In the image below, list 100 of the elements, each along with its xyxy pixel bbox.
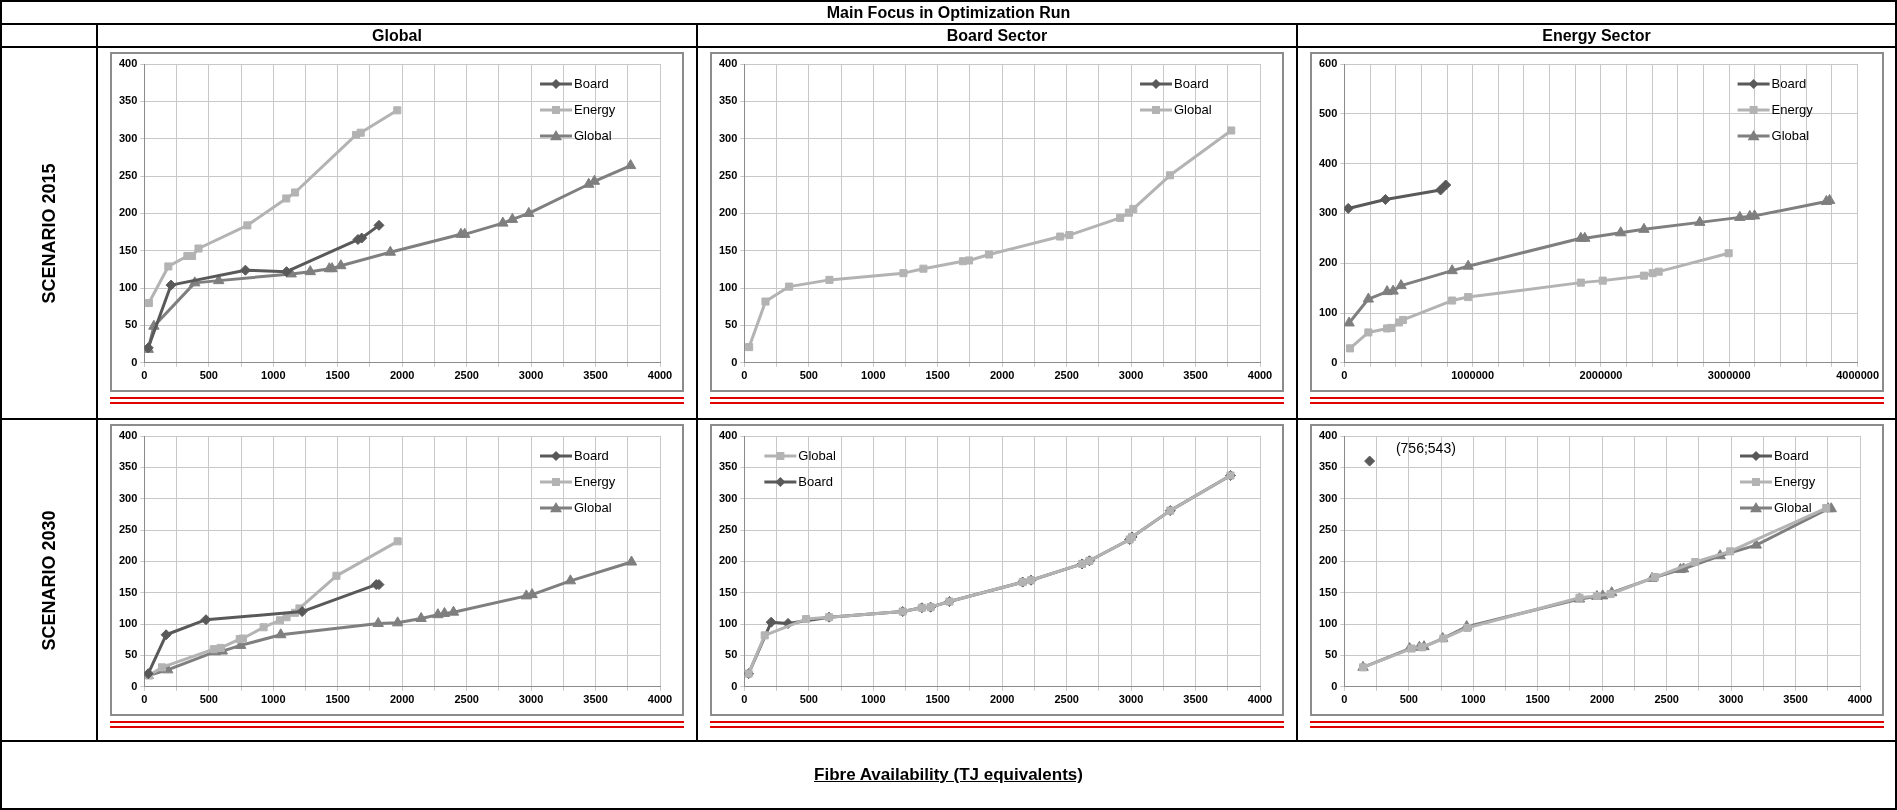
y-axis-title: SCENARIO 2030 <box>38 509 60 651</box>
y-tick-label: 300 <box>1318 206 1337 219</box>
chart-title: Energy Sector <box>1297 24 1896 47</box>
y-tick-label: 300 <box>718 491 738 504</box>
y-tick-label: 0 <box>131 355 138 368</box>
legend-label: Board <box>574 75 609 91</box>
x-tick-label: 0 <box>741 369 748 382</box>
y-tick-label: 350 <box>1318 460 1337 473</box>
x-tick-label: 1500 <box>925 369 950 382</box>
x-tick-label: 500 <box>799 369 818 382</box>
y-tick-label: 50 <box>125 648 138 661</box>
y-tick-label: 150 <box>1318 585 1337 598</box>
legend-label: Board <box>574 447 609 463</box>
x-tick-label: 1500 <box>925 693 950 706</box>
y-tick-label: 400 <box>718 429 738 442</box>
x-tick-label: 1500 <box>325 369 350 382</box>
x-tick-label: 3000 <box>518 693 544 706</box>
x-tick-label: 3000000 <box>1707 369 1751 382</box>
legend-label: Global <box>1174 101 1212 117</box>
x-tick-label: 500 <box>799 693 818 706</box>
x-tick-label: 3500 <box>583 369 608 382</box>
y-tick-label: 150 <box>118 243 138 256</box>
x-tick-label: 4000 <box>1247 693 1273 706</box>
x-tick-label: 1500 <box>325 693 350 706</box>
y-tick-label: 0 <box>731 679 738 692</box>
legend-label: Global <box>574 127 612 143</box>
x-tick-label: 0 <box>141 693 148 706</box>
legend-label: Board <box>1773 447 1809 463</box>
x-tick-label: 0 <box>1340 693 1347 706</box>
x-tick-label: 1000 <box>1460 693 1486 706</box>
y-axis-title: SCENARIO 2015 <box>38 162 60 304</box>
y-tick-label: 150 <box>718 585 738 598</box>
legend-label: Global <box>574 499 612 515</box>
y-tick-label: 200 <box>1318 256 1337 269</box>
y-tick-label: 250 <box>118 169 138 182</box>
y-tick-label: 350 <box>718 460 738 473</box>
y-tick-label: 400 <box>1318 429 1337 442</box>
x-tick-label: 3500 <box>1183 369 1208 382</box>
y-tick-label: 0 <box>131 679 138 692</box>
y-tick-label: 400 <box>1318 156 1337 169</box>
annotation: (756;543) <box>1395 439 1456 456</box>
y-tick-label: 50 <box>725 318 738 331</box>
legend-label: Energy <box>574 101 616 117</box>
text: Main Focus in Optimization Run <box>1 1 1896 24</box>
x-tick-label: 3500 <box>583 693 608 706</box>
x-tick-label: 2500 <box>454 693 479 706</box>
x-tick-label: 4000000 <box>1835 369 1879 382</box>
x-tick-label: 2000000 <box>1579 369 1622 382</box>
y-tick-label: 100 <box>718 281 738 294</box>
y-tick-label: 100 <box>1318 306 1337 319</box>
x-tick-label: 3500 <box>1183 693 1208 706</box>
x-tick-label: 4000 <box>647 693 673 706</box>
y-tick-label: 300 <box>718 131 738 144</box>
legend-label: Board <box>1771 75 1806 91</box>
y-tick-label: 400 <box>118 429 138 442</box>
x-tick-label: 1000 <box>261 693 286 706</box>
y-tick-label: 50 <box>125 318 138 331</box>
y-tick-label: 100 <box>118 281 138 294</box>
y-tick-label: 250 <box>718 523 738 536</box>
legend-label: Energy <box>1773 473 1816 489</box>
y-tick-label: 250 <box>1318 523 1337 536</box>
x-tick-label: 2000 <box>989 369 1015 382</box>
x-tick-label: 2500 <box>1054 693 1079 706</box>
x-tick-label: 4000 <box>1247 369 1273 382</box>
x-tick-label: 500 <box>1399 693 1418 706</box>
y-tick-label: 50 <box>725 648 738 661</box>
y-tick-label: 250 <box>718 169 738 182</box>
y-tick-label: 0 <box>731 355 738 368</box>
y-tick-label: 350 <box>118 460 138 473</box>
x-tick-label: 500 <box>199 693 218 706</box>
x-tick-label: 3000 <box>1718 693 1743 706</box>
x-tick-label: 1000000 <box>1450 369 1494 382</box>
x-tick-label: 2000 <box>989 693 1015 706</box>
x-tick-label: 2500 <box>454 369 479 382</box>
x-tick-label: 3500 <box>1782 693 1808 706</box>
x-tick-label: 1000 <box>861 369 886 382</box>
y-tick-label: 300 <box>118 131 138 144</box>
y-tick-label: 200 <box>718 206 738 219</box>
x-tick-label: 2000 <box>389 369 415 382</box>
y-tick-label: 100 <box>718 617 738 630</box>
y-tick-label: 300 <box>118 491 138 504</box>
x-tick-label: 3000 <box>1118 693 1144 706</box>
y-tick-label: 150 <box>718 243 738 256</box>
x-tick-label: 1000 <box>261 369 286 382</box>
x-tick-label: 2500 <box>1054 369 1079 382</box>
legend-label: Global <box>1771 127 1809 143</box>
y-tick-label: 0 <box>1330 355 1337 368</box>
text: Fibre Availability (TJ equivalents) <box>814 765 1083 785</box>
y-tick-label: 200 <box>118 206 138 219</box>
y-tick-label: 100 <box>118 617 138 630</box>
x-tick-label: 0 <box>741 693 748 706</box>
y-tick-label: 200 <box>718 554 738 567</box>
x-tick-label: 4000 <box>1847 693 1872 706</box>
y-tick-label: 50 <box>1324 648 1337 661</box>
legend-label: Board <box>1174 75 1209 91</box>
y-tick-label: 350 <box>118 94 138 107</box>
legend-label: Global <box>798 447 837 463</box>
legend-label: Global <box>1773 499 1812 515</box>
y-tick-label: 600 <box>1318 57 1337 70</box>
x-tick-label: 4000 <box>647 369 673 382</box>
